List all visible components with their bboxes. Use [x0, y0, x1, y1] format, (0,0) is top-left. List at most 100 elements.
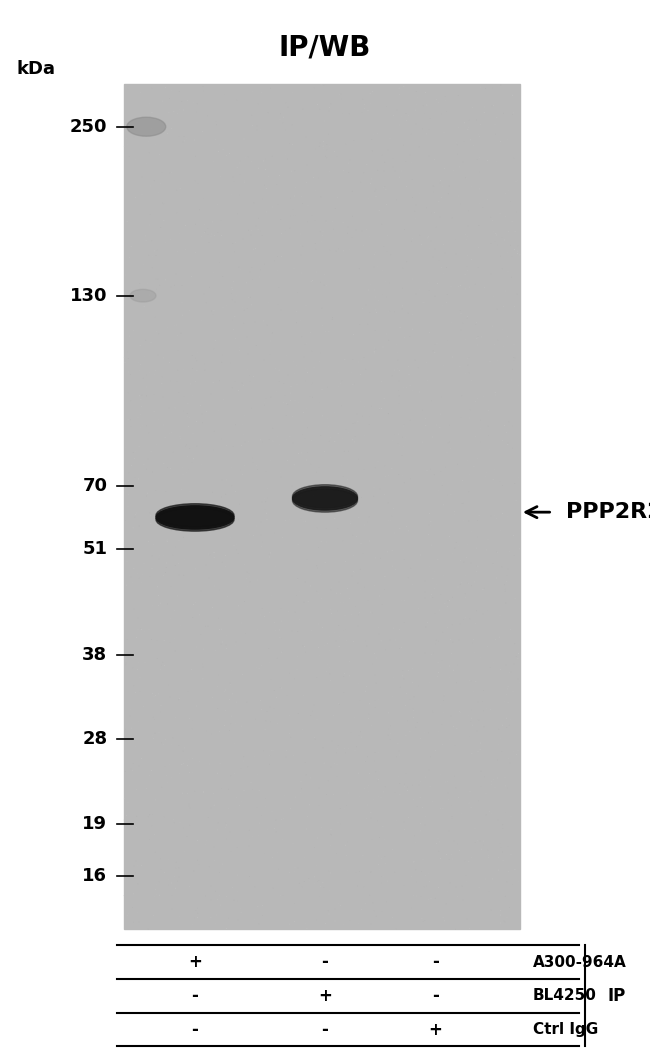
Point: [221, 505, 231, 522]
Point: [471, 112, 482, 129]
Point: [239, 315, 249, 332]
Point: [354, 413, 364, 430]
Point: [484, 441, 495, 458]
Point: [357, 352, 367, 369]
Point: [508, 395, 519, 412]
Point: [302, 452, 312, 469]
Point: [315, 737, 325, 754]
Point: [497, 505, 508, 522]
Point: [466, 799, 476, 816]
Point: [251, 112, 261, 129]
Point: [250, 711, 261, 728]
Point: [365, 887, 375, 904]
Point: [148, 538, 159, 554]
Point: [247, 271, 257, 288]
Point: [261, 464, 272, 480]
Point: [408, 321, 418, 338]
Point: [369, 645, 380, 662]
Point: [177, 459, 188, 476]
Point: [405, 377, 415, 394]
Point: [255, 261, 266, 278]
Point: [418, 97, 428, 114]
Point: [469, 573, 480, 590]
Point: [121, 439, 131, 456]
Point: [239, 457, 250, 474]
Point: [470, 834, 480, 851]
Point: [493, 332, 503, 348]
Point: [445, 725, 455, 742]
Point: [395, 169, 405, 186]
Point: [443, 185, 454, 202]
Point: [508, 350, 519, 366]
Point: [276, 302, 286, 319]
Point: [364, 508, 374, 525]
Point: [350, 428, 360, 445]
Point: [493, 544, 503, 561]
Point: [306, 766, 316, 782]
Point: [474, 879, 484, 895]
Point: [278, 887, 288, 904]
Point: [330, 200, 341, 216]
Point: [192, 95, 203, 112]
Point: [426, 536, 437, 553]
Point: [493, 639, 503, 656]
Point: [458, 512, 468, 529]
Point: [411, 96, 422, 113]
Point: [229, 373, 240, 390]
Point: [360, 165, 370, 182]
Point: [371, 188, 382, 205]
Point: [490, 778, 501, 795]
Point: [359, 90, 369, 107]
Point: [370, 301, 381, 318]
Point: [370, 244, 381, 261]
Point: [300, 285, 311, 302]
Point: [233, 511, 244, 528]
Point: [317, 317, 328, 334]
Point: [491, 109, 502, 126]
Point: [151, 247, 161, 264]
Point: [470, 429, 480, 446]
Point: [228, 274, 239, 290]
Point: [458, 562, 468, 579]
Point: [338, 163, 348, 180]
Point: [407, 223, 417, 240]
Point: [349, 582, 359, 599]
Point: [348, 527, 358, 544]
Point: [169, 602, 179, 619]
Point: [276, 887, 286, 904]
Point: [135, 337, 146, 354]
Point: [309, 729, 319, 746]
Point: [153, 270, 163, 287]
Point: [440, 89, 450, 106]
Point: [314, 137, 324, 154]
Point: [127, 799, 138, 816]
Point: [122, 130, 132, 147]
Point: [430, 204, 440, 221]
Point: [316, 590, 326, 607]
Point: [431, 250, 441, 267]
Point: [278, 109, 289, 126]
Point: [397, 524, 408, 541]
Point: [504, 544, 515, 561]
Point: [287, 623, 298, 640]
Point: [369, 126, 379, 143]
Point: [265, 79, 276, 96]
Point: [505, 237, 515, 253]
Point: [492, 348, 502, 365]
Point: [206, 226, 216, 243]
Point: [269, 700, 280, 717]
Point: [219, 87, 229, 103]
Point: [484, 402, 494, 419]
Point: [466, 554, 476, 571]
Point: [501, 710, 512, 727]
Point: [221, 627, 231, 644]
Point: [259, 352, 269, 369]
Point: [384, 364, 394, 381]
Point: [254, 828, 264, 845]
Point: [179, 132, 190, 149]
Point: [153, 551, 164, 568]
Point: [430, 241, 441, 258]
Point: [346, 363, 357, 380]
Point: [175, 814, 185, 831]
Point: [464, 180, 474, 196]
